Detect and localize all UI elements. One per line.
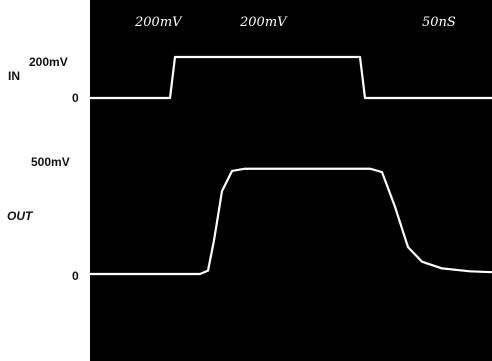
out-channel-scale-label: 200mV [239,15,288,30]
out-trace [90,167,492,276]
out-high-label: 500mV [31,155,70,169]
in-zero-label: 0 [72,91,79,105]
in-label: IN [8,69,20,83]
in-trace [90,55,492,100]
in-channel-scale-label: 200mV [134,15,183,30]
in-high-label: 200mV [29,55,68,69]
out-zero-label: 0 [72,269,79,283]
out-label: OUT [7,209,33,223]
oscilloscope-screen: 200mV 200mV 50nS [90,0,492,361]
scope-plot: 200mV 200mV 50nS [90,15,492,276]
timebase-label: 50nS [422,15,456,30]
